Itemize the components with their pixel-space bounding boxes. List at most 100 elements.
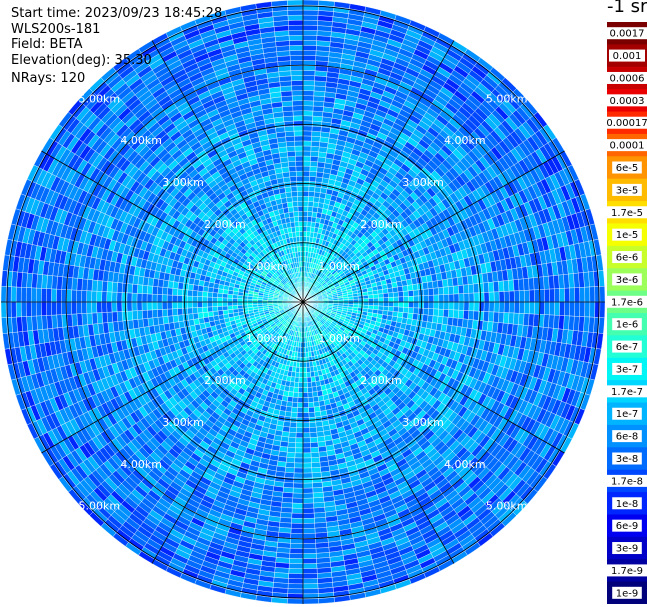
beta-gate (290, 411, 298, 418)
beta-gate (294, 371, 300, 378)
beta-gate (297, 402, 304, 408)
beta-gate (498, 301, 505, 313)
beta-gate (287, 588, 304, 595)
beta-gate (503, 291, 510, 303)
beta-gate (518, 290, 525, 303)
beta-gate (287, 441, 296, 448)
beta-gate (302, 377, 308, 383)
beta-gate (302, 512, 315, 519)
beta-gate (294, 447, 304, 454)
beta-gate (315, 421, 323, 428)
beta-gate (408, 301, 414, 308)
beta-gate (508, 312, 515, 325)
beta-gate (529, 289, 535, 303)
beta-gate (312, 115, 323, 122)
beta-gate (442, 309, 449, 318)
beta-gate (302, 392, 309, 398)
beta-gate (483, 311, 490, 322)
beta-gate (291, 406, 298, 413)
beta-gate (302, 241, 307, 247)
beta-gate (523, 301, 530, 315)
beta-gate (288, 568, 304, 574)
beta-gate (310, 145, 320, 153)
beta-gate (302, 522, 316, 529)
beta-gate (427, 288, 434, 296)
beta-gate (452, 309, 460, 319)
beta-gate (302, 65, 316, 71)
beta-gate (302, 402, 309, 408)
beta-gate (298, 387, 304, 393)
beta-gate (311, 472, 322, 479)
beta-gate (447, 309, 454, 318)
beta-gate (448, 301, 455, 311)
beta-gate (310, 441, 319, 448)
beta-gate (412, 313, 419, 321)
beta-gate (422, 308, 429, 316)
beta-gate (523, 289, 530, 303)
beta-gate (312, 487, 324, 494)
beta-gate (458, 301, 465, 311)
beta-gate (307, 201, 314, 208)
beta-gate (310, 446, 319, 453)
beta-gate (311, 466, 322, 474)
beta-gate (318, 0, 335, 7)
beta-gate (302, 588, 319, 595)
beta-gate (387, 287, 394, 294)
beta-gate (302, 568, 318, 574)
beta-gate (373, 297, 379, 303)
beta-gate (302, 497, 314, 504)
beta-gate (313, 406, 321, 413)
beta-gate (368, 298, 374, 303)
beta-gate (302, 583, 319, 590)
beta-gate (503, 301, 510, 313)
beta-gate (302, 533, 316, 539)
beta-gate (428, 294, 435, 303)
beta-gate (598, 270, 605, 287)
beta-gate (299, 367, 304, 373)
beta-gate (377, 305, 384, 311)
beta-gate (393, 301, 399, 308)
beta-gate (378, 297, 384, 303)
beta-gate (284, 472, 295, 479)
beta-gate (493, 311, 500, 323)
beta-gate (284, 466, 295, 474)
beta-gate (599, 286, 606, 303)
beta-gate (549, 288, 555, 303)
beta-gate (287, 446, 296, 453)
beta-gate (287, 396, 294, 403)
beta-gate (296, 422, 304, 429)
beta-gate (302, 120, 313, 127)
beta-gate (347, 296, 354, 300)
beta-gate (377, 293, 384, 299)
beta-gate (584, 301, 591, 318)
beta-gate (483, 292, 490, 303)
beta-gate (302, 422, 310, 429)
beta-gate (488, 291, 495, 303)
beta-gate (313, 90, 326, 97)
beta-gate (302, 45, 317, 51)
beta-gate (289, 558, 304, 564)
beta-gate (286, 401, 293, 408)
beta-gate (564, 287, 570, 303)
beta-gate (302, 246, 307, 252)
beta-gate (358, 298, 364, 303)
beta-gate (378, 301, 384, 307)
beta-gate (314, 411, 322, 418)
beta-gate (293, 472, 304, 479)
beta-gate (363, 298, 369, 303)
beta-gate (468, 292, 475, 303)
beta-gate (508, 290, 515, 303)
beta-gate (293, 477, 304, 484)
beta-gate (478, 311, 485, 322)
beta-gate (302, 357, 307, 363)
beta-gate (382, 288, 389, 294)
beta-gate (310, 151, 319, 158)
beta-gate (377, 289, 384, 295)
beta-gate (302, 9, 319, 16)
beta-gate (282, 492, 294, 499)
beta-gate (302, 85, 315, 92)
beta-gate (305, 346, 309, 353)
beta-gate (285, 461, 295, 469)
beta-gate (302, 170, 311, 177)
beta-gate (313, 100, 325, 107)
